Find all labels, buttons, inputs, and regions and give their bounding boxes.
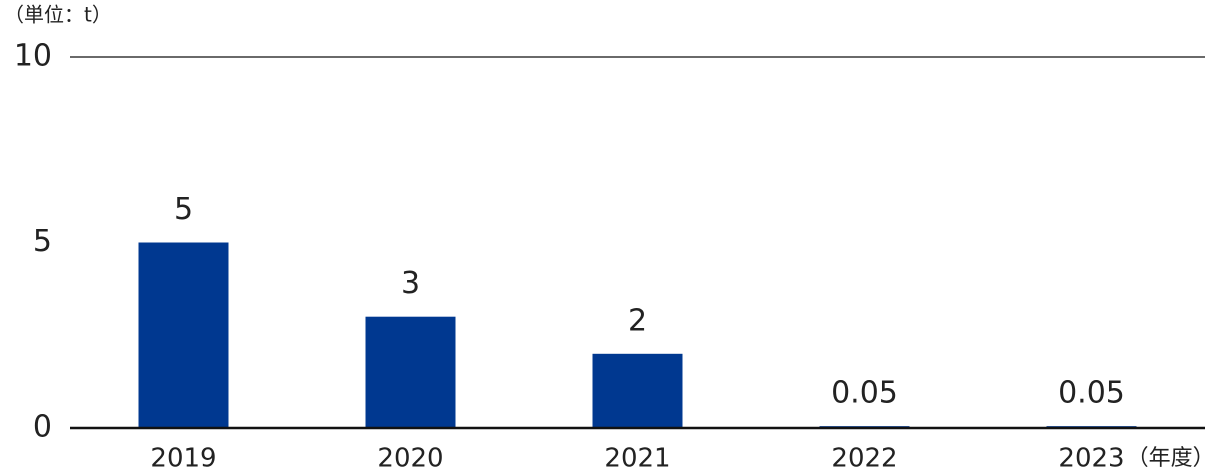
value-label: 3 (401, 266, 420, 301)
x-tick-label: 2020 (377, 444, 443, 474)
x-unit: （年度） (1127, 446, 1215, 471)
bar (138, 242, 229, 428)
y-tick-label: 0 (33, 410, 52, 445)
y-tick-label: 10 (14, 39, 52, 74)
value-label: 0.05 (831, 376, 898, 411)
x-tick-label: 2022 (831, 444, 897, 474)
y-tick-label: 5 (33, 224, 52, 259)
value-label: 2 (628, 303, 647, 338)
bar (365, 316, 456, 428)
x-tick-label: 2019 (150, 444, 216, 474)
value-label: 5 (174, 192, 193, 227)
x-tick-label: 2023 (1058, 444, 1124, 474)
y-unit: （単位：t） (4, 3, 112, 27)
x-tick-label: 2021 (604, 444, 670, 474)
bar (592, 353, 683, 428)
value-label: 0.05 (1058, 376, 1125, 411)
